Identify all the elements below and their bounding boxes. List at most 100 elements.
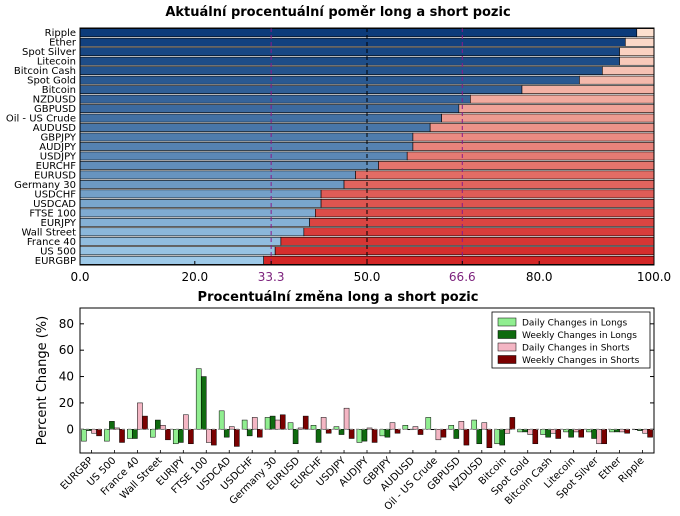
- bar-daily-changes-in-shorts-usdjpy: [343, 407, 350, 430]
- long-bar-usdcad: [79, 199, 322, 208]
- short-bar-spot-gold: [579, 75, 655, 85]
- category-label-wall-street: Wall Street: [22, 227, 77, 238]
- bar-weekly-changes-in-longs-usdjpy: [338, 429, 345, 435]
- bar-daily-changes-in-longs-eurusd: [287, 422, 294, 430]
- category-label-eurchf: EURCHF: [36, 161, 77, 172]
- bar-daily-changes-in-shorts-spot-gold: [527, 429, 534, 435]
- category-label-spot-gold: Spot Gold: [27, 76, 76, 87]
- y-tick-label: 80: [59, 317, 74, 331]
- long-bar-eurjpy: [79, 217, 310, 227]
- bar-weekly-changes-in-longs-gbpjpy: [384, 429, 391, 438]
- bar-daily-changes-in-shorts-ripple: [642, 429, 648, 434]
- y-tick-label: 20: [59, 396, 74, 410]
- bar-daily-changes-in-shorts-eurgbp: [91, 429, 97, 434]
- short-bar-nzdusd: [470, 94, 655, 104]
- category-label-oil-us-crude: Oil - US Crude: [6, 114, 76, 125]
- category-label-bitcoin-cash: Bitcoin Cash: [14, 66, 76, 77]
- short-bar-eurchf: [378, 161, 655, 170]
- bar-weekly-changes-in-shorts-usdcad: [234, 429, 240, 447]
- bar-daily-changes-in-longs-usdchf: [241, 419, 248, 430]
- bar-daily-changes-in-shorts-usdchf: [251, 417, 258, 430]
- long-bar-ftse-100: [79, 208, 316, 218]
- x-tick-label: 0.0: [70, 270, 89, 284]
- short-bar-audjpy: [412, 142, 655, 151]
- bar-weekly-changes-in-shorts-ripple: [647, 429, 653, 438]
- bar-weekly-changes-in-shorts-eurjpy: [188, 429, 194, 445]
- bar-daily-changes-in-shorts-bitcoin-cash: [550, 429, 556, 434]
- category-label-usdjpy: USDJPY: [40, 151, 77, 162]
- category-label-ether: Ether: [49, 38, 77, 49]
- bar-weekly-changes-in-longs-audjpy: [361, 429, 368, 442]
- short-bar-spot-silver: [619, 47, 655, 57]
- x-tick-label: 20.0: [181, 270, 208, 284]
- bar-weekly-changes-in-longs-litecoin: [568, 429, 574, 438]
- long-bar-bitcoin-cash: [79, 66, 603, 76]
- category-label-bitcoin: Bitcoin: [42, 85, 76, 96]
- bar-daily-changes-in-longs-eurgbp: [81, 429, 87, 442]
- bar-weekly-changes-in-shorts-ftse-100: [211, 429, 217, 446]
- bar-weekly-changes-in-longs-us-500: [109, 421, 115, 430]
- bar-weekly-changes-in-shorts-audjpy: [371, 429, 378, 443]
- bar-weekly-changes-in-shorts-bitcoin-cash: [555, 429, 562, 439]
- bar-weekly-changes-in-longs-usdcad: [223, 429, 230, 438]
- category-label-ftse-100: FTSE 100: [29, 208, 76, 219]
- short-bar-wall-street: [303, 227, 655, 237]
- y-axis-label: Percent Change (%): [35, 316, 50, 445]
- long-bar-eurusd: [79, 170, 356, 180]
- category-label-eurjpy: EURJPY: [41, 218, 77, 229]
- long-bar-bitcoin: [79, 85, 523, 94]
- short-bar-gbpusd: [458, 104, 655, 113]
- bar-weekly-changes-in-longs-spot-silver: [591, 429, 597, 439]
- long-bar-nzdusd: [79, 94, 471, 104]
- bar-daily-changes-in-longs-us-500: [104, 429, 110, 442]
- bar-daily-changes-in-longs-usdjpy: [333, 426, 340, 430]
- bar-weekly-changes-in-shorts-oil-us-crude: [440, 429, 447, 438]
- bar-daily-changes-in-shorts-bitcoin: [504, 429, 511, 434]
- bar-weekly-changes-in-longs-germany-30: [269, 415, 276, 430]
- long-bar-us-500: [79, 246, 276, 256]
- legend-label-weekly-changes-in-shorts: Weekly Changes in Shorts: [522, 356, 640, 366]
- short-bar-eurusd: [355, 170, 655, 180]
- category-label-usdchf: USDCHF: [34, 189, 76, 200]
- short-bar-ripple: [636, 28, 655, 38]
- bar-daily-changes-in-shorts-spot-silver: [596, 429, 602, 445]
- bar-daily-changes-in-longs-france-40: [127, 429, 133, 439]
- category-label-eurgbp: EURGBP: [35, 256, 76, 267]
- bar-daily-changes-in-longs-usdcad: [218, 410, 225, 430]
- bar-daily-changes-in-shorts-germany-30: [274, 419, 281, 430]
- bar-daily-changes-in-longs-bitcoin: [494, 429, 500, 445]
- long-bar-wall-street: [79, 227, 305, 237]
- short-bar-usdcad: [320, 199, 655, 208]
- x-tick-label: 100.0: [637, 270, 671, 284]
- bar-weekly-changes-in-shorts-france-40: [142, 415, 148, 430]
- long-bar-germany-30: [79, 180, 345, 189]
- category-label-usdcad: USDCAD: [33, 199, 76, 210]
- bar-daily-changes-in-shorts-gbpusd: [458, 421, 465, 430]
- bar-daily-changes-in-shorts-gbpjpy: [389, 422, 396, 430]
- bar-weekly-changes-in-shorts-usdchf: [257, 429, 263, 438]
- short-bar-litecoin: [619, 56, 655, 66]
- short-bar-ether: [624, 37, 655, 47]
- bar-weekly-changes-in-longs-wall-street: [155, 419, 161, 430]
- x-tick-label: 66.6: [449, 270, 476, 284]
- bar-weekly-changes-in-shorts-eurusd: [302, 415, 309, 430]
- long-bar-spot-gold: [79, 75, 580, 85]
- bar-daily-changes-in-shorts-wall-street: [160, 425, 166, 430]
- bar-daily-changes-in-longs-eurchf: [310, 425, 317, 430]
- short-bar-usdchf: [320, 189, 655, 199]
- bar-weekly-changes-in-shorts-germany-30: [279, 414, 286, 430]
- bar-weekly-changes-in-shorts-audusd: [417, 429, 424, 435]
- y-tick-label: 40: [59, 370, 74, 384]
- long-bar-ether: [79, 37, 626, 47]
- category-label-audusd: AUDUSD: [33, 123, 77, 134]
- bar-weekly-changes-in-longs-france-40: [132, 429, 138, 439]
- bar-daily-changes-in-longs-gbpjpy: [379, 429, 386, 437]
- category-label-nzdusd: NZDUSD: [33, 95, 77, 106]
- long-bar-ripple: [79, 28, 638, 38]
- long-bar-usdchf: [79, 189, 322, 199]
- bar-weekly-changes-in-shorts-eurchf: [325, 429, 332, 434]
- legend-swatch-daily-changes-in-shorts: [497, 342, 517, 352]
- bar-weekly-changes-in-shorts-litecoin: [578, 429, 584, 438]
- long-bar-gbpusd: [79, 104, 460, 113]
